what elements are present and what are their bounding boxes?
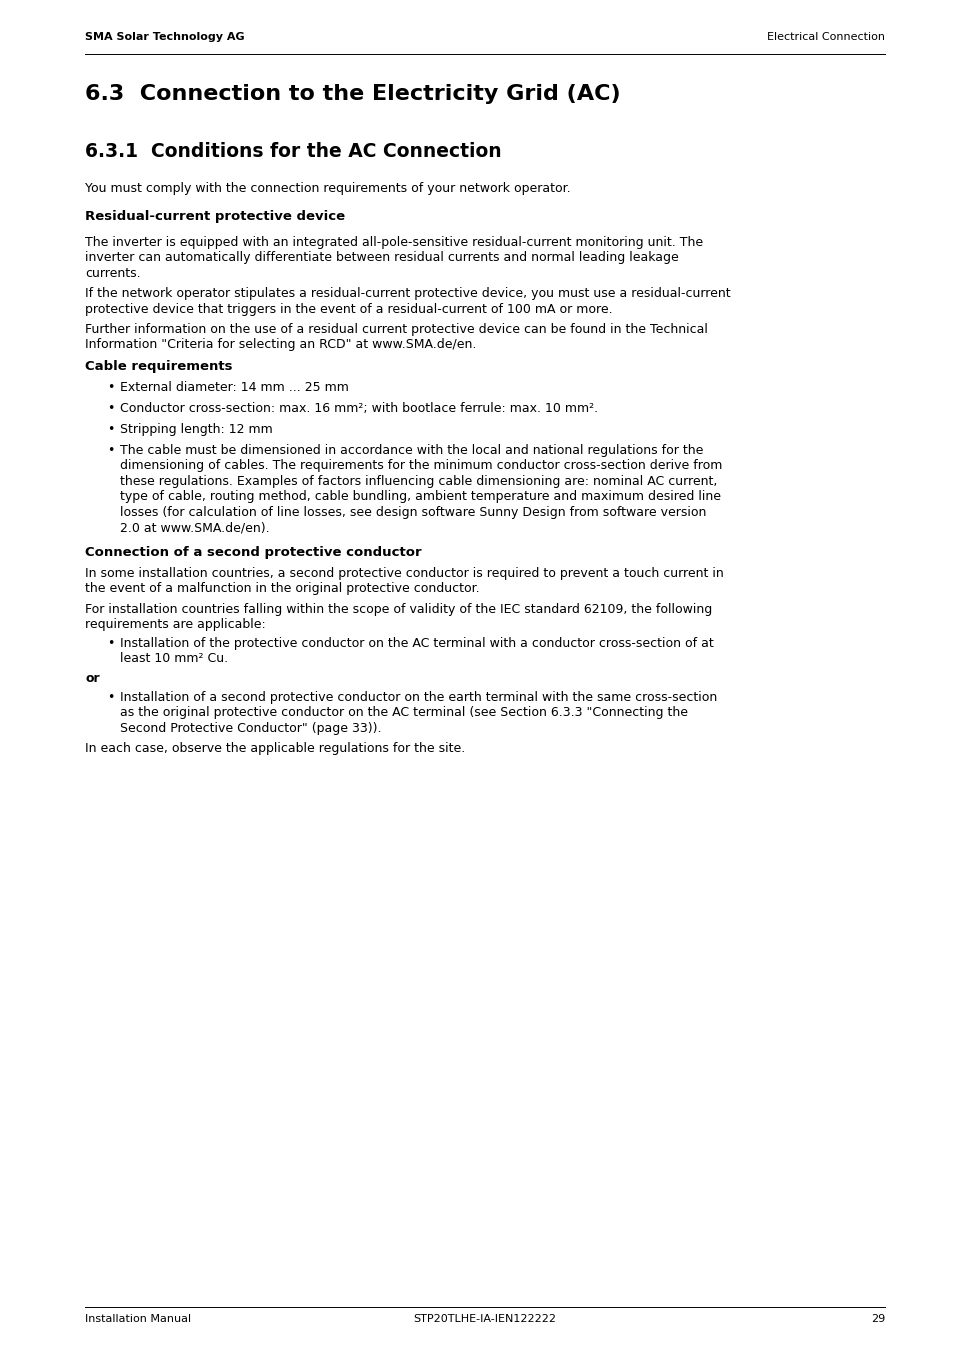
Text: Connection of a second protective conductor: Connection of a second protective conduc… [85,546,421,558]
Text: type of cable, routing method, cable bundling, ambient temperature and maximum d: type of cable, routing method, cable bun… [120,491,720,503]
Text: Installation of the protective conductor on the AC terminal with a conductor cro: Installation of the protective conductor… [120,637,713,650]
Text: dimensioning of cables. The requirements for the minimum conductor cross-section: dimensioning of cables. The requirements… [120,460,721,472]
Text: Second Protective Conductor" (page 33)).: Second Protective Conductor" (page 33)). [120,722,381,735]
Text: the event of a malfunction in the original protective conductor.: the event of a malfunction in the origin… [85,583,479,595]
Text: SMA Solar Technology AG: SMA Solar Technology AG [85,32,244,42]
Text: Residual-current protective device: Residual-current protective device [85,210,345,223]
Text: •: • [107,637,114,650]
Text: losses (for calculation of line losses, see design software Sunny Design from so: losses (for calculation of line losses, … [120,506,705,519]
Text: Cable requirements: Cable requirements [85,360,233,373]
Text: Installation of a second protective conductor on the earth terminal with the sam: Installation of a second protective cond… [120,691,717,704]
Text: 6.3  Connection to the Electricity Grid (AC): 6.3 Connection to the Electricity Grid (… [85,84,620,104]
Text: 2.0 at www.SMA.de/en).: 2.0 at www.SMA.de/en). [120,522,270,534]
Text: Conductor cross-section: max. 16 mm²; with bootlace ferrule: max. 10 mm².: Conductor cross-section: max. 16 mm²; wi… [120,402,598,415]
Text: The cable must be dimensioned in accordance with the local and national regulati: The cable must be dimensioned in accorda… [120,443,702,457]
Text: STP20TLHE-IA-IEN122222: STP20TLHE-IA-IEN122222 [413,1314,556,1324]
Text: External diameter: 14 mm ... 25 mm: External diameter: 14 mm ... 25 mm [120,381,349,393]
Text: 6.3.1  Conditions for the AC Connection: 6.3.1 Conditions for the AC Connection [85,142,501,161]
Text: Information "Criteria for selecting an RCD" at www.SMA.de/en.: Information "Criteria for selecting an R… [85,338,476,352]
Text: The inverter is equipped with an integrated all-pole-sensitive residual-current : The inverter is equipped with an integra… [85,237,702,249]
Text: If the network operator stipulates a residual-current protective device, you mus: If the network operator stipulates a res… [85,287,730,300]
Text: In some installation countries, a second protective conductor is required to pre: In some installation countries, a second… [85,566,723,580]
Text: or: or [85,672,99,685]
Text: In each case, observe the applicable regulations for the site.: In each case, observe the applicable reg… [85,742,465,754]
Text: •: • [107,443,114,457]
Text: •: • [107,381,114,393]
Text: Electrical Connection: Electrical Connection [766,32,884,42]
Text: protective device that triggers in the event of a residual-current of 100 mA or : protective device that triggers in the e… [85,303,612,315]
Text: Installation Manual: Installation Manual [85,1314,191,1324]
Text: •: • [107,402,114,415]
Text: inverter can automatically differentiate between residual currents and normal le: inverter can automatically differentiate… [85,251,678,265]
Text: these regulations. Examples of factors influencing cable dimensioning are: nomin: these regulations. Examples of factors i… [120,475,717,488]
Text: Stripping length: 12 mm: Stripping length: 12 mm [120,423,273,435]
Text: as the original protective conductor on the AC terminal (see Section 6.3.3 "Conn: as the original protective conductor on … [120,707,687,719]
Text: requirements are applicable:: requirements are applicable: [85,618,266,631]
Text: Further information on the use of a residual current protective device can be fo: Further information on the use of a resi… [85,323,707,335]
Text: •: • [107,691,114,704]
Text: •: • [107,423,114,435]
Text: least 10 mm² Cu.: least 10 mm² Cu. [120,652,228,665]
Text: 29: 29 [870,1314,884,1324]
Text: You must comply with the connection requirements of your network operator.: You must comply with the connection requ… [85,183,570,195]
Text: currents.: currents. [85,266,140,280]
Text: For installation countries falling within the scope of validity of the IEC stand: For installation countries falling withi… [85,603,712,615]
